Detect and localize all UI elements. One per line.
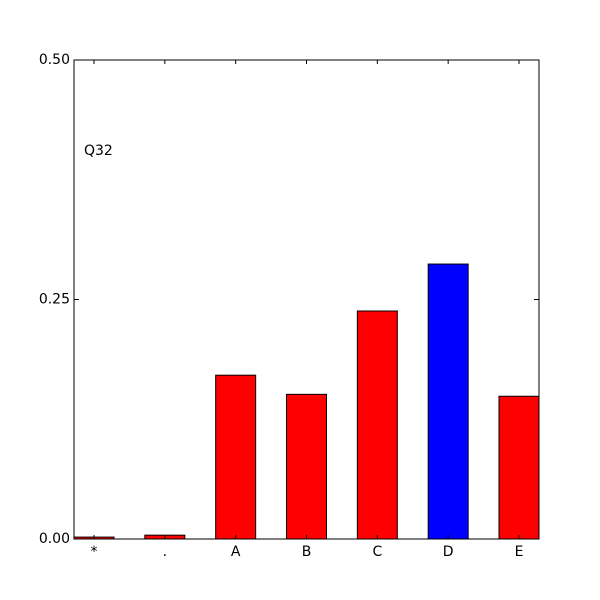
bar	[427, 263, 469, 540]
x-tick-label: E	[515, 544, 524, 560]
x-tick-label: D	[443, 544, 454, 560]
y-tick-label: 0.25	[39, 292, 70, 308]
x-tick-label: *	[91, 544, 98, 560]
bar	[356, 310, 398, 540]
x-tick-label: C	[372, 544, 382, 560]
x-tick-label: .	[163, 544, 167, 560]
x-tick-label: A	[231, 544, 241, 560]
bar	[215, 374, 257, 540]
y-tick-label: 0.00	[39, 531, 70, 547]
y-tick-label: 0.50	[39, 52, 70, 68]
bar	[498, 395, 540, 540]
x-tick-label: B	[302, 544, 312, 560]
annotation: Q32	[84, 143, 113, 159]
bar	[286, 393, 327, 540]
